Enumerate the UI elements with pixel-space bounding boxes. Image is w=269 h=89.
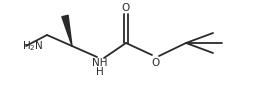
Text: O: O (151, 58, 159, 68)
Text: H$_2$N: H$_2$N (22, 39, 44, 53)
Text: NH
H: NH H (92, 58, 108, 77)
Text: O: O (122, 3, 130, 13)
Polygon shape (62, 15, 72, 46)
